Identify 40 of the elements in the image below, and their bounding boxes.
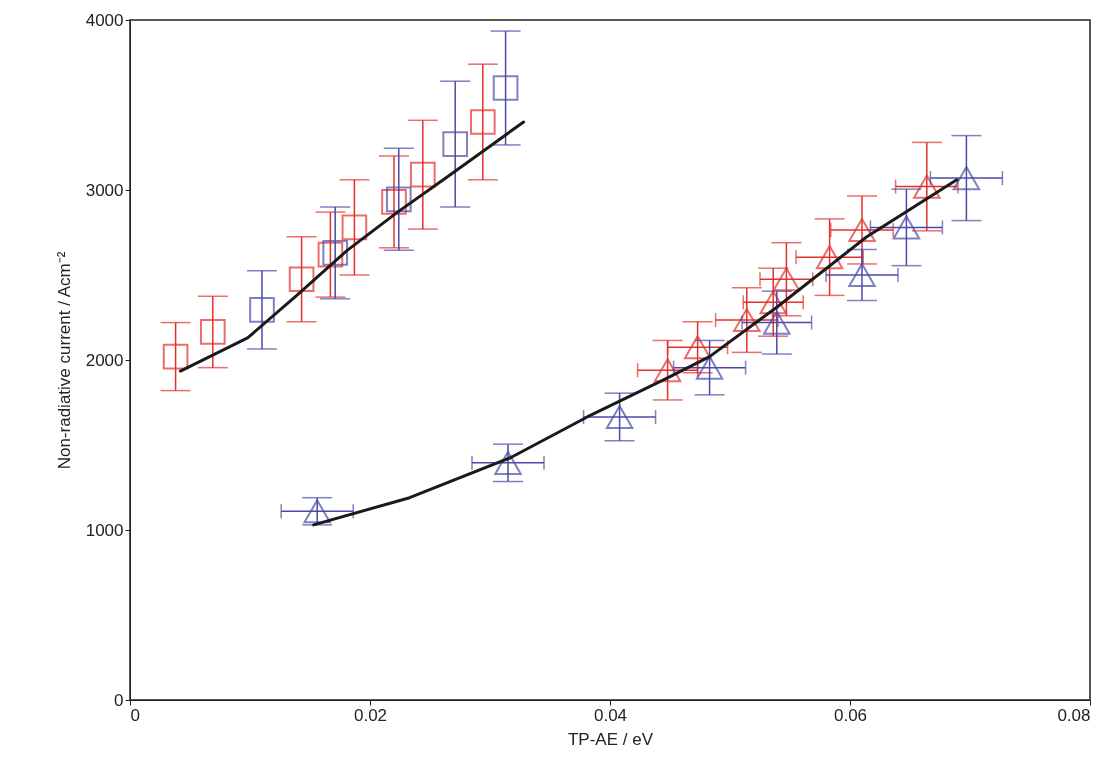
point [385, 186, 412, 213]
y-tick-label: 0 [114, 690, 124, 710]
point [848, 217, 876, 242]
point [199, 319, 226, 345]
y-axis-title: Non-radiative current / Acm⁻² [54, 251, 74, 470]
x-axis-title: TP-AE / eV [567, 729, 654, 749]
point [892, 215, 921, 240]
point [683, 335, 712, 360]
point [605, 404, 634, 429]
x-tick-label: 0.04 [593, 705, 628, 725]
point [653, 358, 682, 383]
point [492, 75, 519, 101]
point [162, 343, 189, 370]
y-tick-label: 4000 [85, 10, 124, 30]
point [763, 310, 791, 335]
point [409, 161, 436, 188]
x-tick-label: 0 [130, 705, 140, 725]
point [381, 189, 407, 215]
point [249, 297, 275, 323]
point [952, 166, 981, 191]
point [469, 109, 496, 135]
point [288, 266, 315, 293]
point [341, 214, 368, 241]
y-tick-label: 2000 [85, 350, 124, 370]
point [494, 450, 522, 475]
point [815, 245, 844, 270]
y-tick-label: 1000 [85, 520, 124, 540]
y-tick-label: 3000 [85, 180, 124, 200]
point [733, 308, 761, 333]
x-tick-label: 0.08 [1057, 705, 1091, 725]
point [848, 262, 876, 288]
x-tick-label: 0.06 [833, 705, 868, 725]
x-tick-label: 0.02 [353, 705, 388, 725]
point [317, 241, 344, 268]
point [913, 174, 941, 199]
point [759, 290, 787, 315]
point [772, 267, 801, 292]
point [695, 355, 724, 380]
point [322, 240, 349, 266]
point [442, 131, 469, 157]
